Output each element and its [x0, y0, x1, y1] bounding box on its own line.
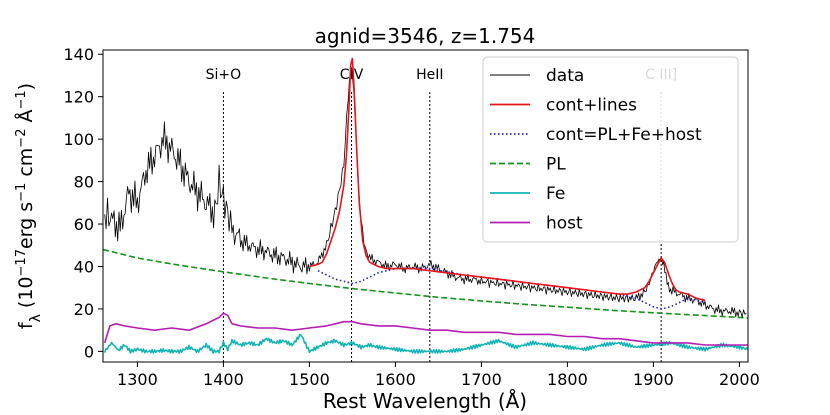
- y-axis-label-part: f: [15, 321, 37, 329]
- y-axis-label-part: Å: [14, 109, 37, 128]
- series-group: [103, 57, 748, 354]
- y-axis-label-part: λ: [28, 314, 44, 322]
- y-axis-label-part: −1: [14, 183, 29, 202]
- series-line-cont-lines: [309, 57, 706, 302]
- x-axis: 1300 1400 1500 1600 1700 1800 1900 2000: [117, 362, 760, 389]
- y-tick-label: 20: [74, 300, 94, 319]
- x-axis-label: Rest Wavelength (Å): [323, 389, 527, 413]
- y-tick-label: 0: [84, 342, 94, 361]
- legend-label: cont+lines: [546, 96, 637, 116]
- y-tick-label: 60: [74, 215, 94, 234]
- y-axis-label-part: −17: [14, 249, 29, 276]
- legend: data cont+lines cont=PL+Fe+host PL Fe host: [482, 56, 739, 243]
- legend-box: [482, 56, 739, 243]
- x-tick-label: 1300: [117, 370, 158, 389]
- chart-title: agnid=3546, z=1.754: [315, 24, 536, 48]
- x-tick-label: 1900: [633, 370, 674, 389]
- y-axis-label-part: cm: [15, 148, 37, 183]
- line-marker-label: CIV: [340, 67, 364, 83]
- x-tick-label: 1500: [289, 370, 330, 389]
- legend-label: host: [546, 214, 583, 234]
- y-tick-label: 140: [63, 45, 94, 64]
- y-axis-label: fλ (10−17erg s−1 cm−2 Å−1): [14, 83, 45, 329]
- y-tick-label: 100: [63, 130, 94, 149]
- y-axis-label-part: erg s: [15, 202, 37, 249]
- x-tick-label: 1400: [203, 370, 244, 389]
- x-tick-label: 1600: [375, 370, 416, 389]
- x-tick-label: 2000: [719, 370, 760, 389]
- series-line-host: [103, 312, 748, 346]
- series-line-fe: [103, 333, 748, 354]
- y-axis-label-part: −1: [14, 90, 29, 109]
- y-tick-label: 80: [74, 173, 94, 192]
- line-marker-label: Si+O: [206, 67, 242, 83]
- y-axis-label-part: ): [15, 83, 37, 90]
- x-tick-label: 1700: [461, 370, 502, 389]
- y-axis-label-part: (10: [15, 276, 37, 314]
- y-tick-label: 40: [74, 257, 94, 276]
- legend-label: data: [546, 66, 584, 86]
- legend-label: cont=PL+Fe+host: [546, 125, 702, 145]
- plot-frame: [102, 49, 749, 363]
- series-line-data: [104, 67, 747, 318]
- y-tick-label: 120: [63, 88, 94, 107]
- y-axis: 0 20 40 60 80 100 120 140: [63, 45, 103, 361]
- series-line-pl: [103, 248, 748, 319]
- x-tick-label: 1800: [547, 370, 588, 389]
- line-marker-label: HeII: [416, 67, 443, 83]
- legend-label: PL: [546, 155, 566, 175]
- legend-label: Fe: [546, 184, 565, 204]
- y-axis-label-part: −2: [14, 129, 29, 148]
